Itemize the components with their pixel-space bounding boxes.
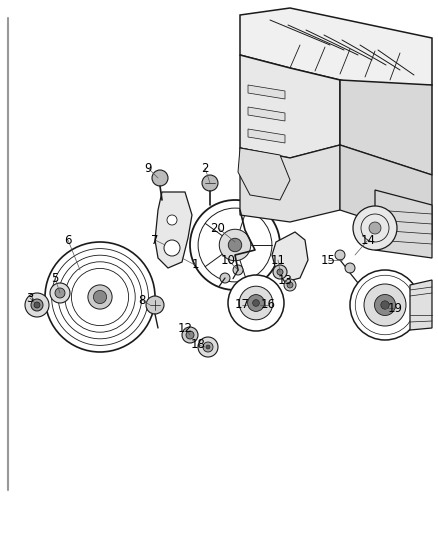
- Circle shape: [335, 250, 345, 260]
- Circle shape: [55, 288, 65, 298]
- Text: 5: 5: [51, 271, 59, 285]
- Circle shape: [186, 331, 194, 339]
- Text: 19: 19: [388, 302, 403, 314]
- Circle shape: [34, 302, 40, 308]
- Text: 15: 15: [321, 254, 336, 266]
- Text: 14: 14: [360, 233, 375, 246]
- Circle shape: [353, 206, 397, 250]
- Text: 1: 1: [191, 259, 199, 271]
- Circle shape: [45, 242, 155, 352]
- Text: 2: 2: [201, 161, 209, 174]
- Polygon shape: [155, 192, 192, 268]
- Circle shape: [345, 263, 355, 273]
- Polygon shape: [375, 190, 432, 258]
- Circle shape: [287, 282, 293, 288]
- Polygon shape: [340, 80, 432, 175]
- Circle shape: [152, 170, 168, 186]
- Circle shape: [167, 215, 177, 225]
- Polygon shape: [240, 55, 340, 158]
- Circle shape: [31, 299, 43, 311]
- Circle shape: [369, 222, 381, 234]
- Circle shape: [253, 300, 259, 306]
- Circle shape: [182, 327, 198, 343]
- Circle shape: [146, 296, 164, 314]
- Text: 16: 16: [261, 298, 276, 311]
- Polygon shape: [240, 8, 432, 92]
- Text: 10: 10: [221, 254, 236, 266]
- Circle shape: [381, 301, 389, 309]
- Circle shape: [247, 295, 265, 311]
- Polygon shape: [248, 129, 285, 143]
- Polygon shape: [410, 280, 432, 330]
- Circle shape: [202, 175, 218, 191]
- Polygon shape: [240, 145, 340, 222]
- Circle shape: [25, 293, 49, 317]
- Polygon shape: [248, 107, 285, 121]
- Text: 20: 20: [211, 222, 226, 235]
- Text: 17: 17: [234, 298, 250, 311]
- Polygon shape: [248, 85, 285, 99]
- Circle shape: [219, 229, 251, 261]
- Polygon shape: [340, 145, 432, 240]
- Circle shape: [190, 200, 280, 290]
- Circle shape: [164, 240, 180, 256]
- Text: 13: 13: [278, 273, 293, 287]
- Circle shape: [277, 269, 283, 275]
- Polygon shape: [272, 232, 308, 282]
- Circle shape: [88, 285, 112, 309]
- Text: 6: 6: [64, 233, 72, 246]
- Circle shape: [93, 290, 106, 304]
- Circle shape: [364, 284, 406, 326]
- Text: 7: 7: [151, 233, 159, 246]
- Text: 12: 12: [177, 321, 192, 335]
- Text: 18: 18: [191, 338, 205, 351]
- Text: 3: 3: [26, 292, 34, 304]
- Circle shape: [243, 278, 253, 288]
- Circle shape: [206, 345, 210, 349]
- Circle shape: [374, 295, 396, 316]
- Circle shape: [50, 283, 70, 303]
- Text: 11: 11: [271, 254, 286, 266]
- Polygon shape: [238, 148, 290, 200]
- Circle shape: [350, 270, 420, 340]
- Circle shape: [198, 337, 218, 357]
- Circle shape: [284, 279, 296, 291]
- Text: 8: 8: [138, 294, 146, 306]
- Circle shape: [273, 265, 287, 279]
- Circle shape: [203, 342, 213, 352]
- Circle shape: [228, 238, 242, 252]
- Circle shape: [228, 275, 284, 331]
- Circle shape: [220, 273, 230, 283]
- Circle shape: [233, 265, 243, 275]
- Circle shape: [239, 286, 273, 320]
- Text: 9: 9: [144, 161, 152, 174]
